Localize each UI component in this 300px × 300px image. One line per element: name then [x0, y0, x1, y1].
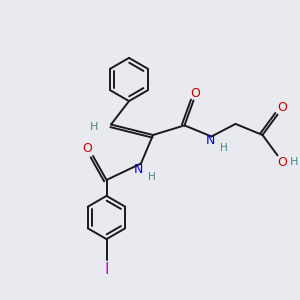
Text: H: H	[290, 157, 298, 167]
Text: N: N	[205, 134, 215, 148]
Text: O: O	[82, 142, 92, 155]
Text: N: N	[133, 163, 143, 176]
Text: O: O	[278, 155, 287, 169]
Text: H: H	[90, 122, 99, 133]
Text: H: H	[220, 143, 227, 153]
Text: I: I	[104, 262, 109, 278]
Text: O: O	[190, 87, 200, 100]
Text: O: O	[277, 101, 287, 114]
Text: H: H	[148, 172, 155, 182]
